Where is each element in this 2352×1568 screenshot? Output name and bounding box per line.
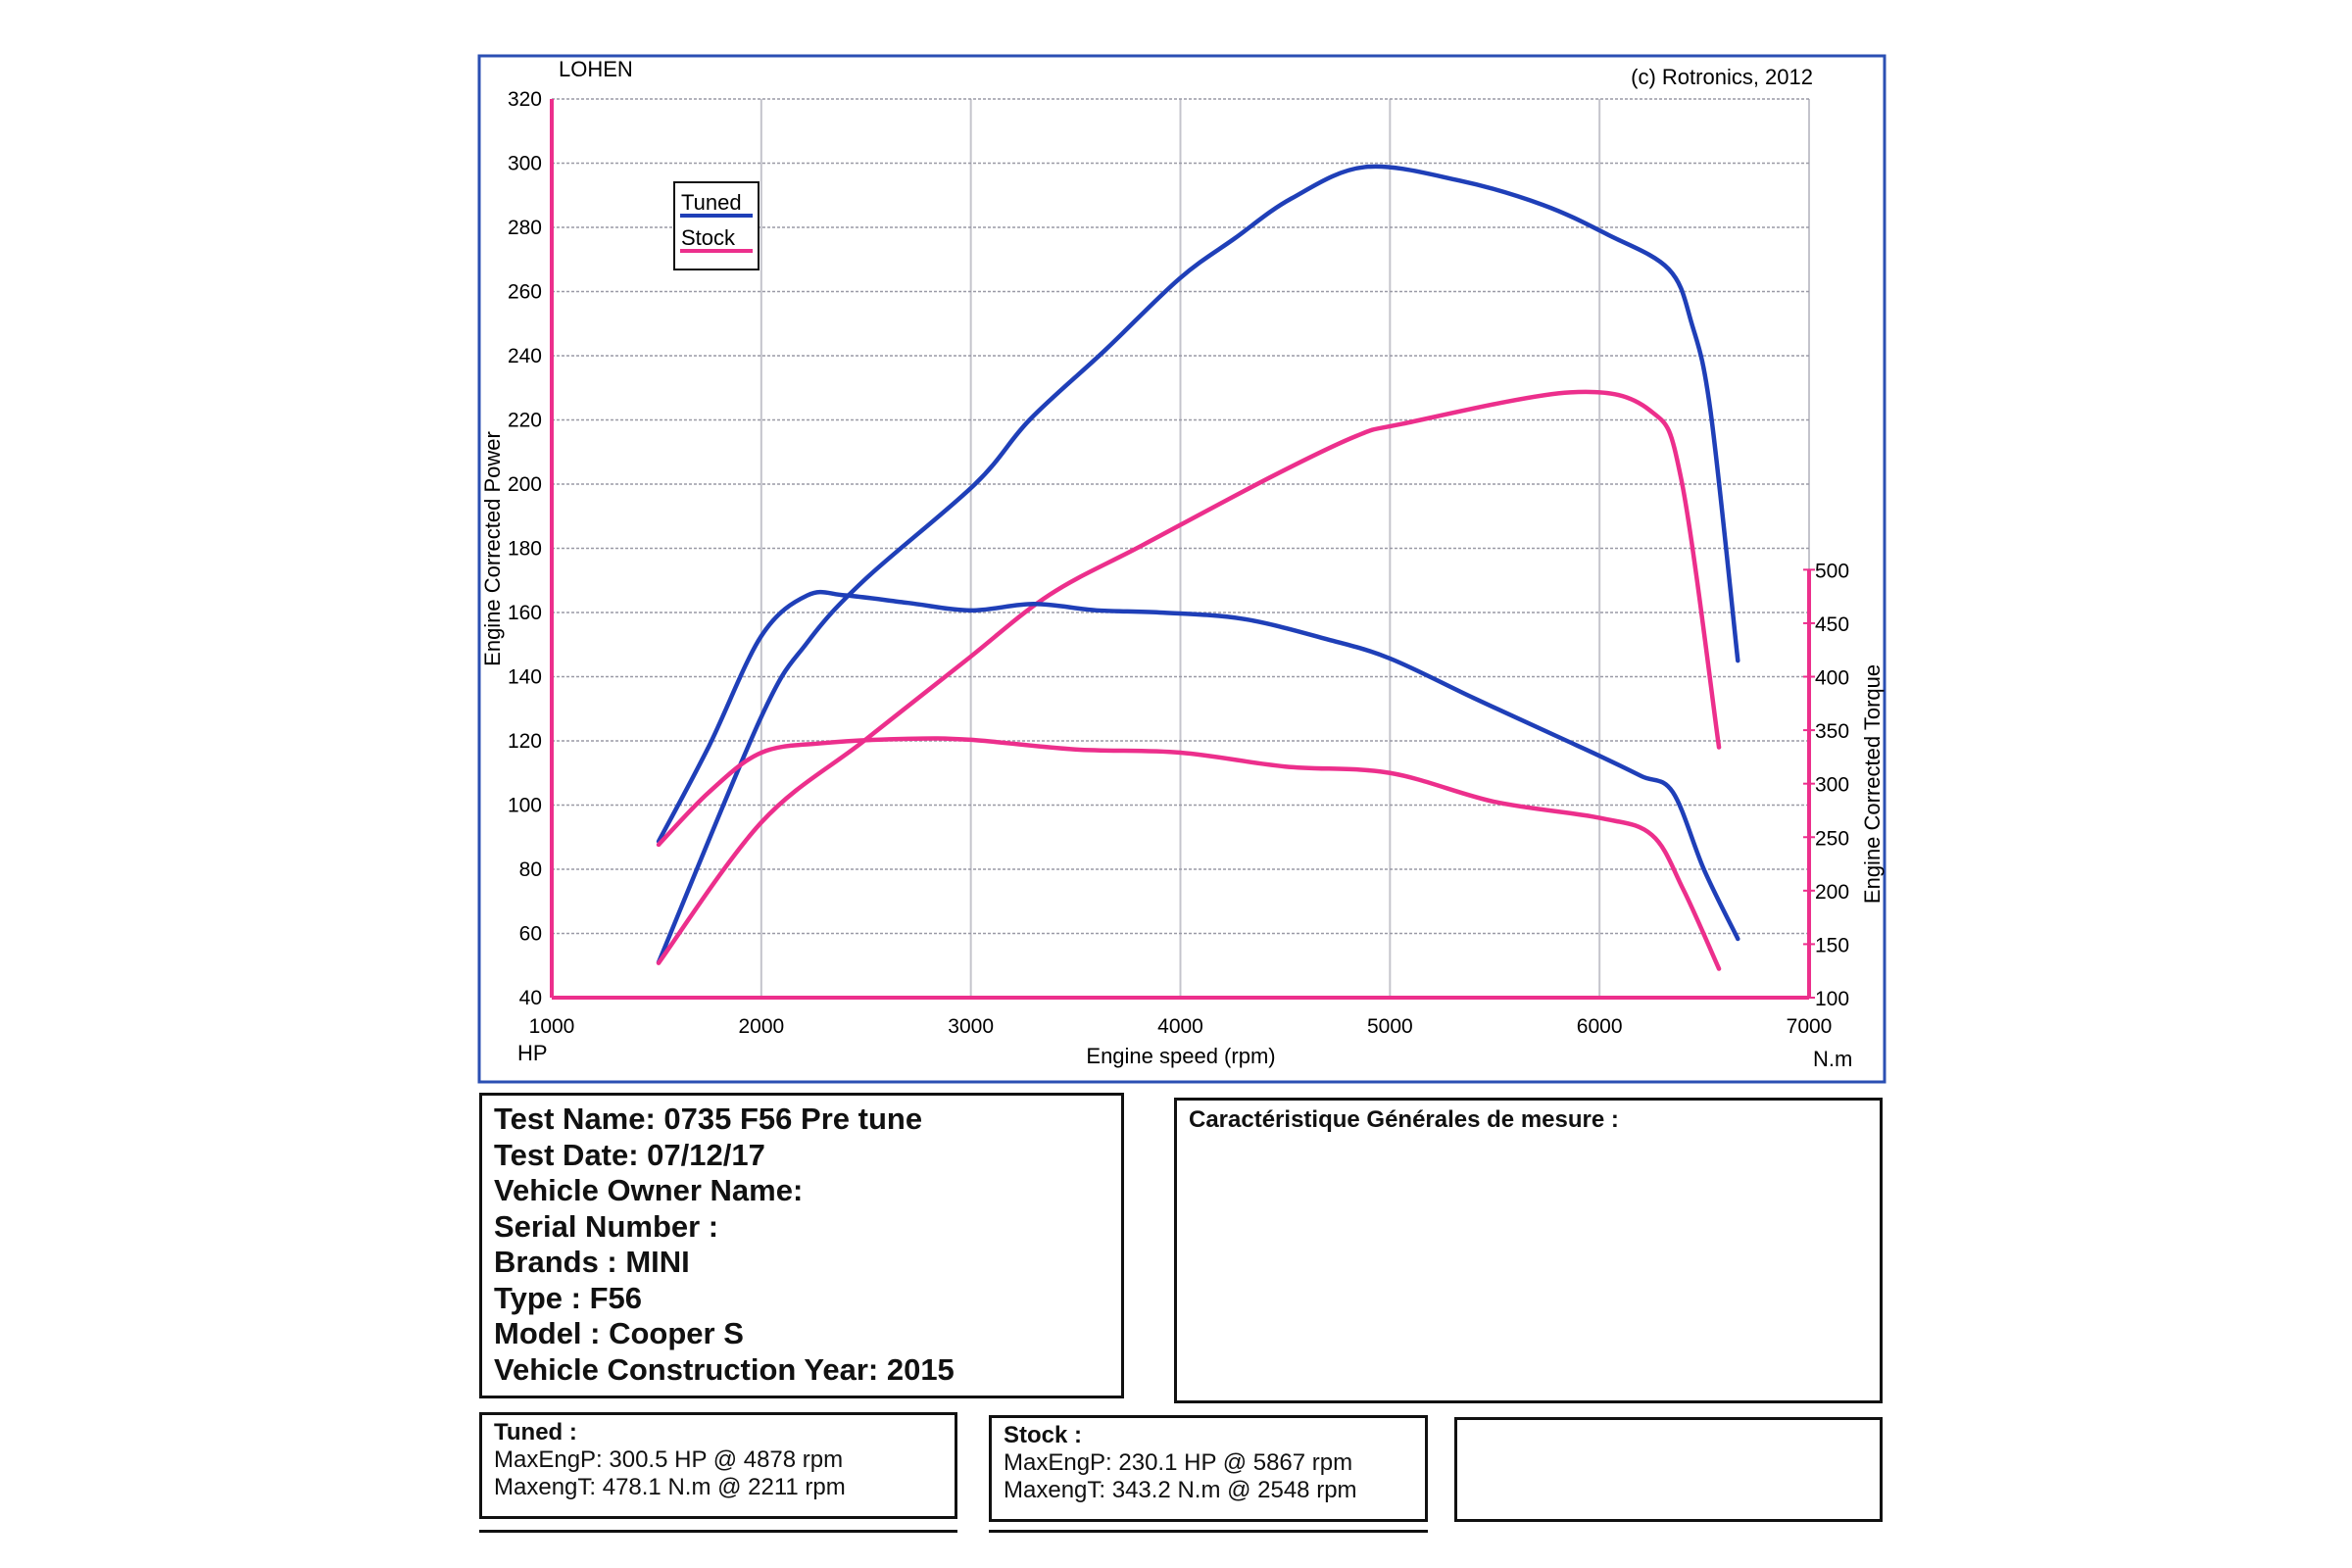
legend: Tuned Stock	[673, 181, 760, 270]
y-tick-label-right: 250	[1815, 827, 1849, 850]
test-info-box: Test Name: 0735 F56 Pre tune Test Date: …	[479, 1093, 1124, 1398]
model: Model : Cooper S	[494, 1316, 744, 1350]
header-left-label: LOHEN	[559, 57, 633, 81]
x-unit-left: HP	[517, 1041, 548, 1065]
y-tick-label-left: 140	[508, 666, 542, 689]
tuned-max-power: MaxEngP: 300.5 HP @ 4878 rpm	[494, 1446, 844, 1473]
x-tick-label: 6000	[1577, 1015, 1623, 1038]
axes: 1000 2000 3000 4000 5000 6000 7000 40 60 80 100 120…	[508, 88, 1849, 1038]
series-stock-power	[656, 389, 1722, 965]
y-tick-label-left: 240	[508, 345, 542, 368]
y-tick-label-right: 450	[1815, 613, 1849, 636]
divider	[479, 1530, 957, 1533]
chart-frame	[477, 54, 1886, 1084]
y-tick-label-left: 40	[519, 987, 542, 1009]
series-lines	[656, 164, 1740, 971]
y-tick-label-left: 80	[519, 858, 542, 881]
y-tick-label-left: 60	[519, 923, 542, 946]
construction-year: Vehicle Construction Year: 2015	[494, 1351, 955, 1387]
y-tick-label-right: 350	[1815, 720, 1849, 743]
legend-label-tuned: Tuned	[681, 190, 742, 215]
y-tick-label-left: 180	[508, 538, 542, 561]
y-tick-label-left: 260	[508, 281, 542, 304]
y-tick-label-left: 160	[508, 602, 542, 624]
tuned-title: Tuned :	[494, 1419, 577, 1446]
stock-title: Stock :	[1004, 1422, 1083, 1448]
y-tick-label-left: 100	[508, 795, 542, 817]
tuned-results-box: Tuned : MaxEngP: 300.5 HP @ 4878 rpm Max…	[479, 1412, 957, 1519]
serial-number: Serial Number :	[494, 1208, 719, 1244]
y-tick-label-left: 300	[508, 153, 542, 175]
x-tick-label: 1000	[529, 1015, 575, 1038]
y-axis-label-right: Engine Corrected Torque	[1860, 664, 1885, 904]
series-tuned-power	[656, 164, 1740, 965]
y-tick-label-right: 300	[1815, 774, 1849, 797]
x-axis-label: Engine speed (rpm)	[1086, 1044, 1275, 1068]
test-date: Test Date: 07/12/17	[494, 1137, 765, 1172]
stock-results-box: Stock : MaxEngP: 230.1 HP @ 5867 rpm Max…	[989, 1415, 1428, 1522]
copyright: (c) Rotronics, 2012	[1631, 65, 1813, 89]
test-name: Test Name: 0735 F56 Pre tune	[494, 1102, 923, 1136]
x-tick-label: 2000	[738, 1015, 784, 1038]
y-tick-label-right: 100	[1815, 988, 1849, 1010]
y-tick-label-right: 200	[1815, 881, 1849, 904]
y-tick-label-left: 220	[508, 410, 542, 432]
stock-max-power: MaxEngP: 230.1 HP @ 5867 rpm	[1004, 1449, 1353, 1476]
x-unit-right: N.m	[1813, 1047, 1852, 1071]
legend-label-stock: Stock	[681, 225, 736, 250]
stock-max-torque: MaxengT: 343.2 N.m @ 2548 rpm	[1004, 1477, 1357, 1503]
characteristics-title: Caractéristique Générales de mesure :	[1189, 1106, 1619, 1133]
y-tick-label-left: 320	[508, 88, 542, 111]
series-tuned-torque	[656, 589, 1740, 942]
x-tick-label: 4000	[1157, 1015, 1203, 1038]
type: Type : F56	[494, 1280, 643, 1315]
y-tick-label-right: 500	[1815, 560, 1849, 582]
y-tick-label-right: 400	[1815, 667, 1849, 690]
tuned-max-torque: MaxengT: 478.1 N.m @ 2211 rpm	[494, 1474, 846, 1500]
y-tick-label-left: 120	[508, 730, 542, 753]
brand: Brands : MINI	[494, 1245, 690, 1279]
vehicle-owner-name: Vehicle Owner Name:	[494, 1173, 804, 1207]
x-tick-label: 7000	[1787, 1015, 1833, 1038]
series-stock-torque	[656, 736, 1722, 971]
y-tick-label-left: 200	[508, 473, 542, 496]
y-tick-label-right: 150	[1815, 934, 1849, 956]
y-tick-label-left: 280	[508, 217, 542, 239]
characteristics-box: Caractéristique Générales de mesure :	[1174, 1098, 1883, 1403]
empty-box	[1454, 1417, 1883, 1522]
divider	[989, 1530, 1428, 1533]
x-tick-label: 5000	[1367, 1015, 1413, 1038]
x-tick-label: 3000	[948, 1015, 994, 1038]
y-axis-label-left: Engine Corrected Power	[480, 431, 505, 666]
